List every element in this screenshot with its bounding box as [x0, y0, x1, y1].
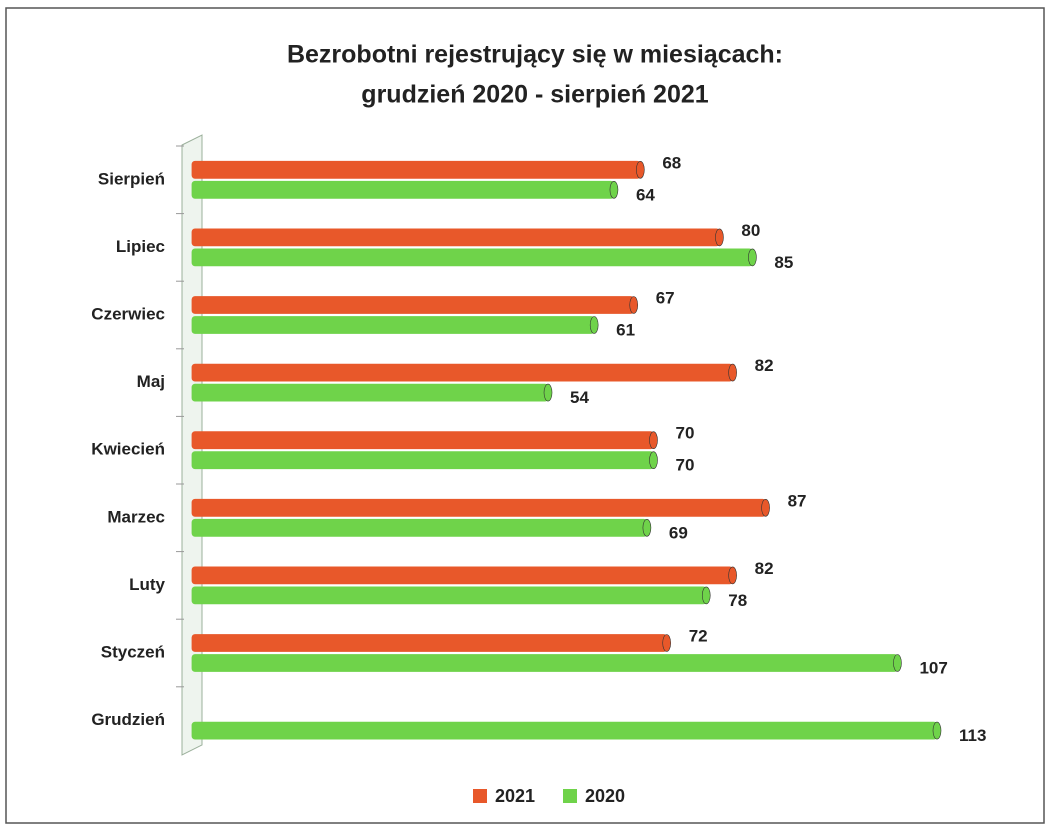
data-label: 61: [616, 320, 635, 339]
bar-cap: [589, 316, 599, 334]
bar-cap: [715, 228, 724, 247]
y-tick-label: Sierpień: [98, 169, 165, 188]
bar: [191, 634, 668, 652]
data-label: 82: [755, 356, 774, 375]
bar-cap: [662, 634, 671, 652]
y-tick-label: Maj: [137, 372, 165, 391]
bar-cap: [748, 248, 757, 267]
y-tick-label: Styczeń: [101, 642, 165, 661]
bar: [191, 498, 766, 517]
bar: [191, 228, 720, 247]
data-label: 107: [919, 658, 947, 677]
bar-cap: [649, 451, 658, 470]
data-label: 82: [755, 559, 774, 578]
frame: [5, 7, 1045, 824]
bar-cap: [543, 383, 553, 402]
bar: [191, 721, 938, 740]
bar: [191, 363, 734, 382]
data-label: 87: [788, 491, 807, 510]
bar: [191, 383, 549, 402]
data-label: 80: [741, 221, 760, 240]
data-label: 64: [636, 185, 655, 204]
bar: [191, 296, 635, 314]
bar-cap: [761, 498, 770, 517]
y-tick-label: Kwiecień: [91, 440, 165, 459]
legend-label: 2021: [495, 786, 535, 806]
bar-cap: [728, 363, 737, 382]
bar: [191, 518, 648, 537]
bar: [191, 586, 707, 605]
bar: [191, 316, 595, 334]
data-label: 54: [570, 388, 589, 407]
data-label: 78: [728, 591, 747, 610]
data-label: 67: [656, 288, 675, 307]
data-label: 68: [662, 153, 681, 172]
data-label: 70: [676, 424, 695, 443]
bar: [191, 248, 753, 267]
bar: [191, 654, 898, 672]
data-label: 85: [774, 253, 793, 272]
y-tick-label: Grudzień: [91, 710, 165, 729]
bar-cap: [609, 181, 619, 199]
chart-title: Bezrobotni rejestrujący się w miesiącach…: [287, 41, 783, 69]
data-label: 72: [689, 626, 708, 645]
bar-cap: [649, 431, 658, 450]
bar-cap: [893, 654, 902, 672]
legend-label: 2020: [585, 786, 625, 806]
legend-swatch: [563, 789, 577, 803]
bar-cap: [636, 161, 645, 179]
bar-cap: [701, 586, 711, 605]
bar: [191, 451, 654, 470]
y-tick-label: Marzec: [107, 507, 165, 526]
data-label: 69: [669, 523, 688, 542]
bar-cap: [629, 296, 639, 314]
y-tick-label: Czerwiec: [91, 304, 165, 323]
data-label: 113: [959, 726, 986, 745]
bar: [191, 160, 641, 179]
bar: [191, 431, 654, 450]
y-tick-label: Lipiec: [116, 237, 165, 256]
y-tick-label: Luty: [129, 575, 165, 594]
bar: [191, 566, 734, 585]
bar-cap: [728, 566, 737, 585]
data-label: 70: [676, 456, 695, 475]
chart-subtitle: grudzień 2020 - sierpień 2021: [361, 81, 708, 109]
bar-cap: [932, 721, 942, 740]
bar-cap: [642, 518, 652, 537]
bar: [191, 180, 615, 199]
legend-swatch: [473, 789, 487, 803]
